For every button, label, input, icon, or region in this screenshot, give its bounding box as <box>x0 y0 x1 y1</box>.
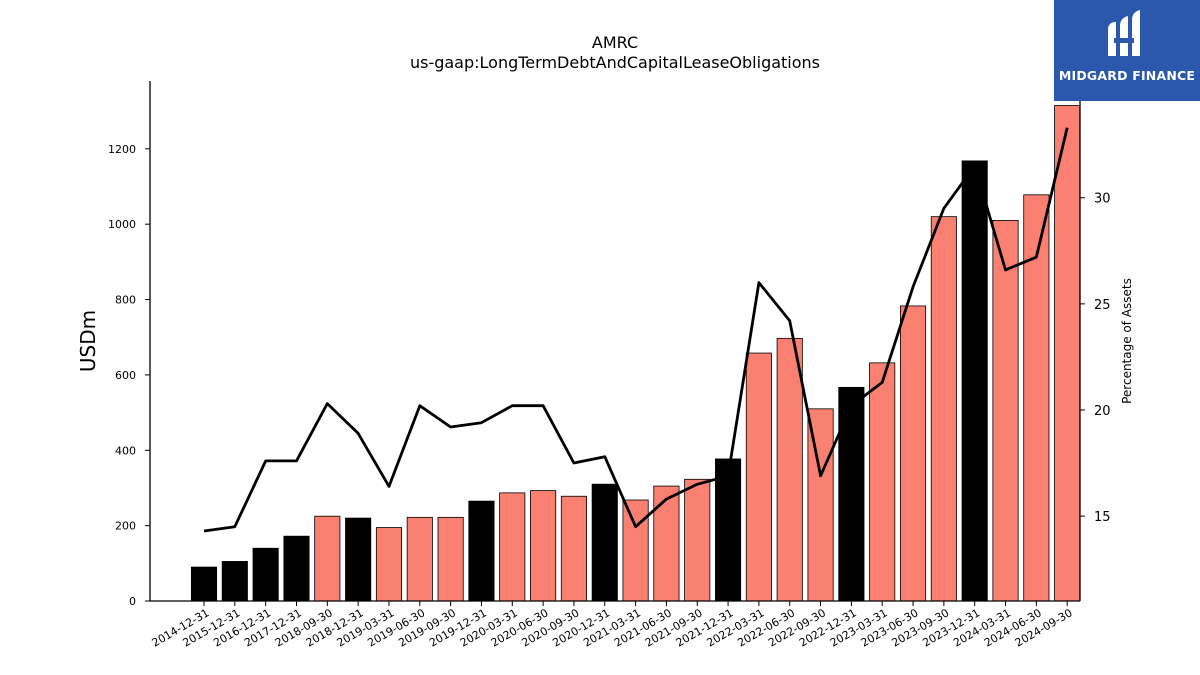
y-tick-label-400: 400 <box>115 444 136 457</box>
y2-tick-label-25: 25 <box>1094 298 1111 313</box>
bar-2023-03-31 <box>869 362 896 602</box>
bar-2019-09-30 <box>437 516 464 602</box>
percentage-of-assets-line <box>203 127 1069 533</box>
bar-2021-12-31 <box>715 458 742 602</box>
y2-tick-label-30: 30 <box>1094 192 1111 207</box>
y2-tick-label-15: 15 <box>1094 510 1111 525</box>
bar-2014-12-31 <box>190 566 218 602</box>
bar-2018-12-31 <box>345 517 372 602</box>
y2-tick-label-20: 20 <box>1094 404 1111 419</box>
bar-2020-12-31 <box>591 483 618 602</box>
bar-2024-09-30 <box>1054 105 1081 602</box>
bar-2021-03-31 <box>622 499 649 602</box>
bar-2019-06-30 <box>406 516 433 602</box>
y2-axis-label: Percentage of Assets <box>1120 278 1134 404</box>
y-axis-label: USDm <box>76 310 100 372</box>
bars-group <box>190 105 1081 602</box>
bar-2021-06-30 <box>653 485 680 602</box>
chart-subtitle: us-gaap:LongTermDebtAndCapitalLeaseOblig… <box>410 53 820 72</box>
chart-title: AMRC <box>592 33 638 52</box>
bar-2022-12-31 <box>838 386 865 602</box>
bar-2024-03-31 <box>992 220 1019 602</box>
bar-2020-03-31 <box>499 492 526 602</box>
y-tick-label-1000: 1000 <box>108 218 136 231</box>
y-tick-label-200: 200 <box>115 520 136 533</box>
bar-2020-09-30 <box>560 495 587 602</box>
bar-2023-09-30 <box>930 216 957 602</box>
logo-badge: MIDGARD FINANCE <box>1054 0 1200 101</box>
bar-2022-03-31 <box>745 352 772 602</box>
bar-2023-12-31 <box>961 160 988 602</box>
bar-2021-09-30 <box>684 478 711 602</box>
bar-2023-06-30 <box>899 305 927 602</box>
logo-icon <box>1108 10 1140 56</box>
y-tick-label-1200: 1200 <box>108 143 136 156</box>
bar-2022-06-30 <box>776 337 803 602</box>
bar-2019-03-31 <box>375 527 403 602</box>
bar-2022-09-30 <box>807 408 834 602</box>
y-tick-label-600: 600 <box>115 369 136 382</box>
bar-2019-12-31 <box>468 500 495 602</box>
bar-2017-12-31 <box>283 535 310 602</box>
bar-2020-06-30 <box>530 490 557 602</box>
bar-2016-12-31 <box>252 547 279 602</box>
logo-text: MIDGARD FINANCE <box>1058 68 1196 83</box>
y-tick-label-0: 0 <box>129 595 136 608</box>
bar-2024-06-30 <box>1023 194 1050 602</box>
y-tick-label-800: 800 <box>115 294 136 307</box>
line-group <box>203 127 1069 533</box>
bar-2018-09-30 <box>314 515 341 602</box>
bar-2015-12-31 <box>221 561 248 602</box>
